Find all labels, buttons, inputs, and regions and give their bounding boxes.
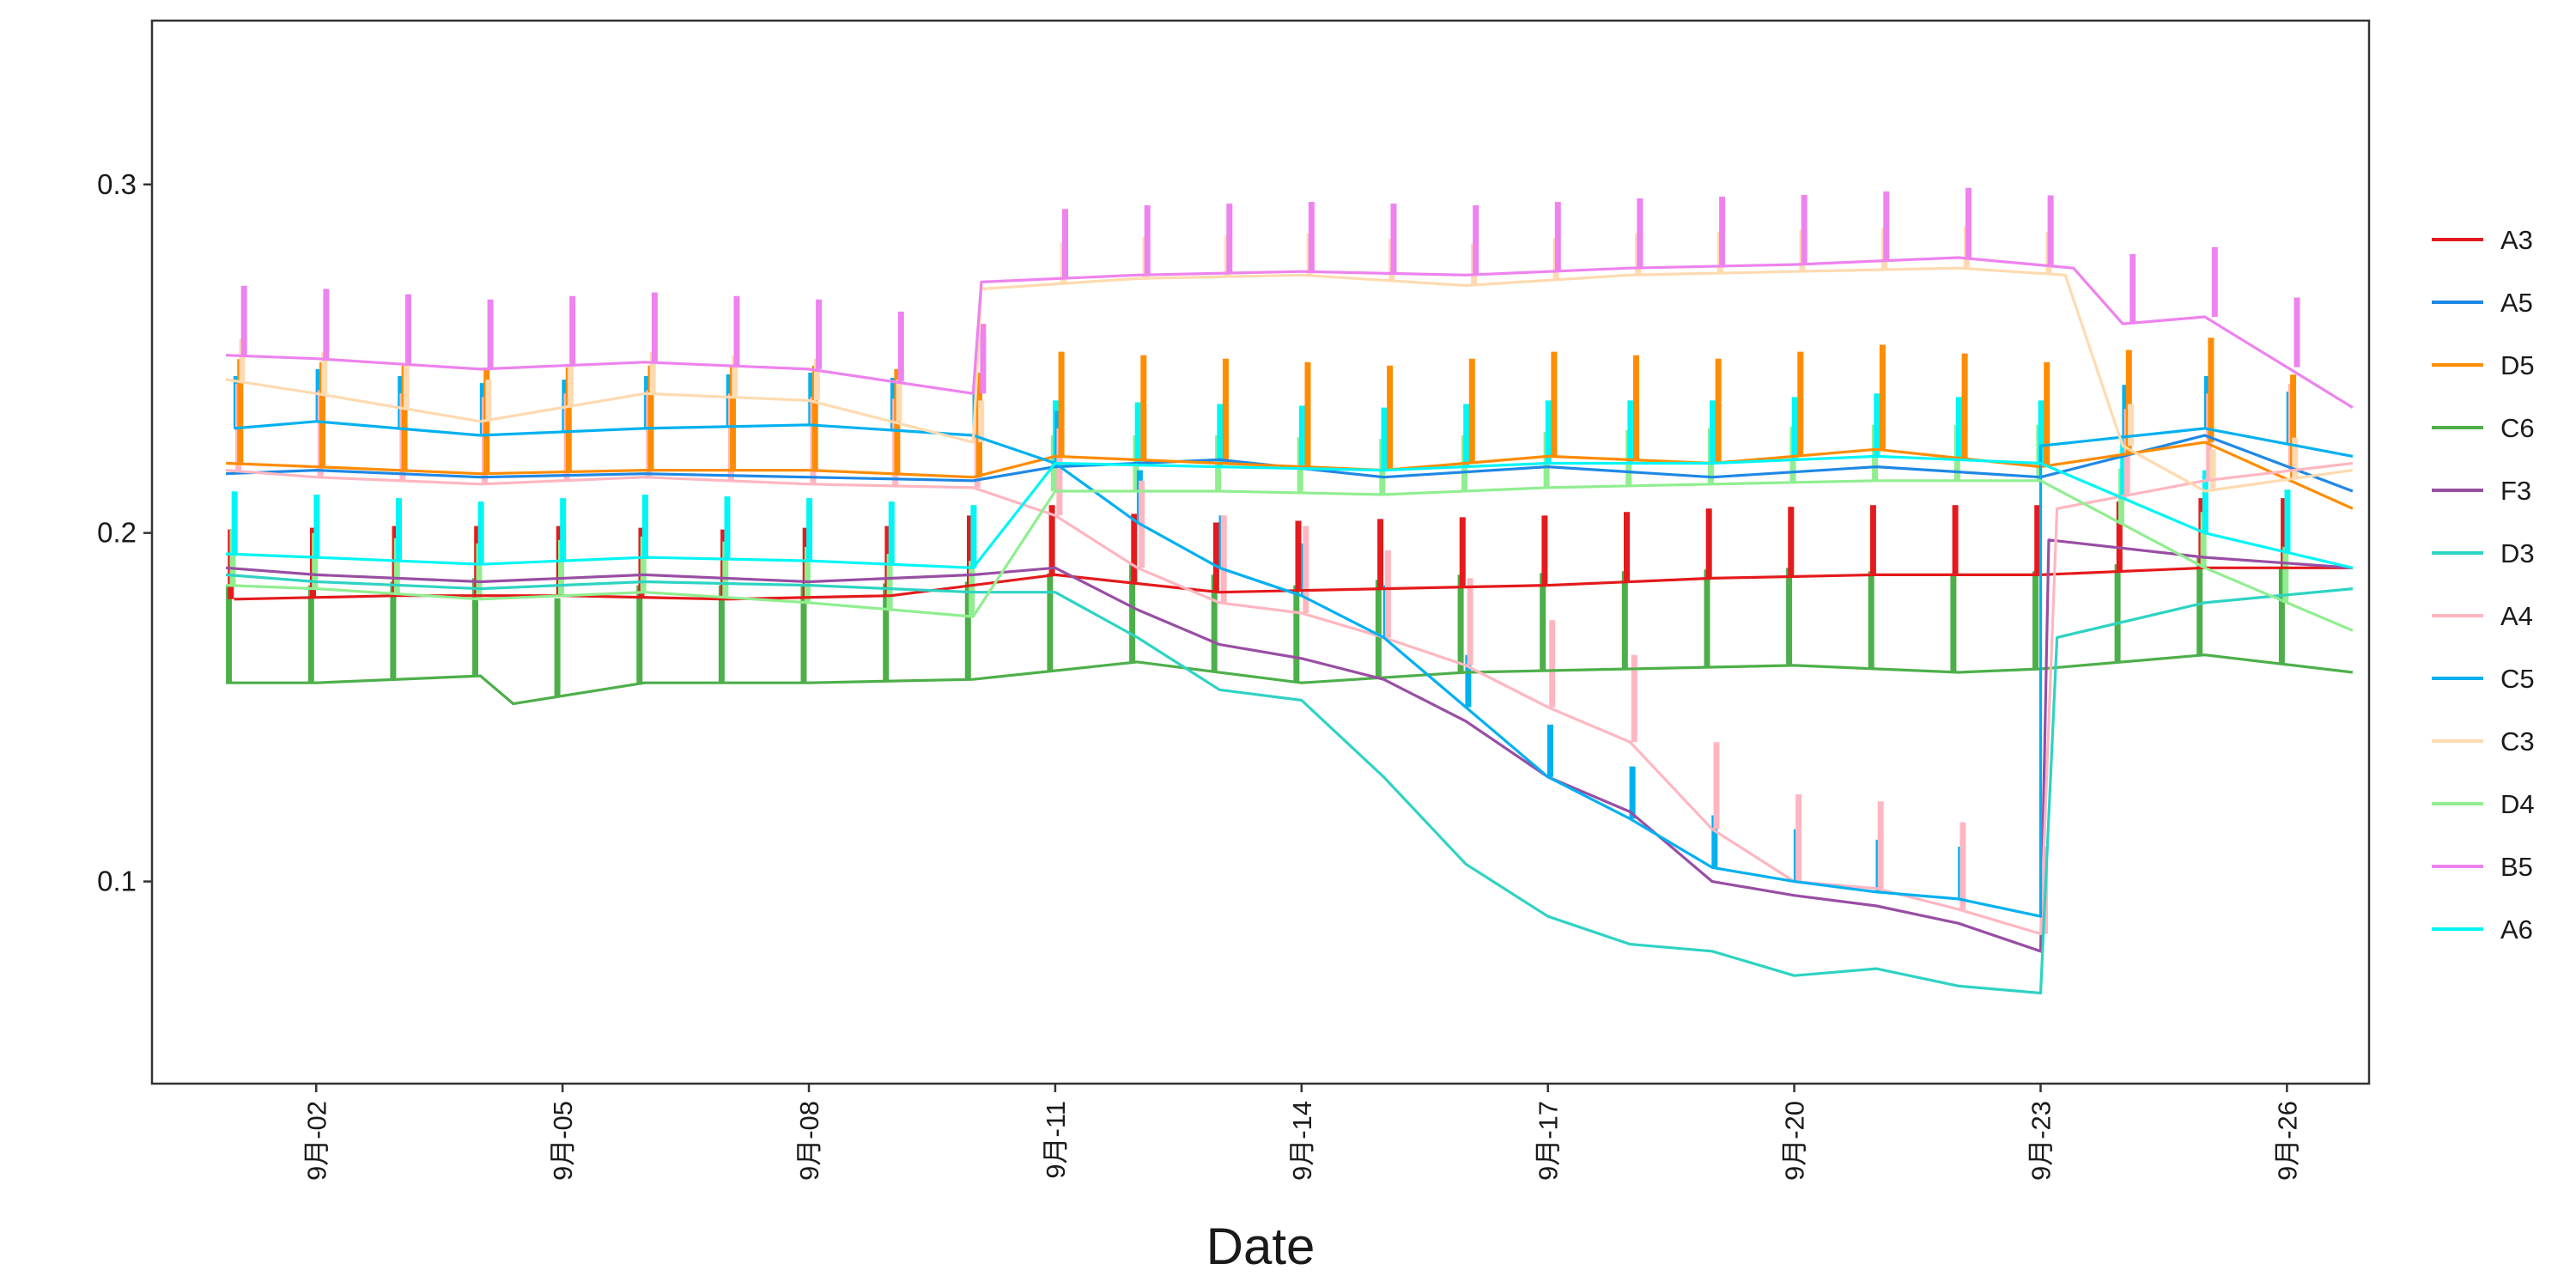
y-axis: 0.1 0.2 0.3 xyxy=(97,168,152,897)
x-axis: 9月-02 9月-05 9月-08 9月-11 9月-14 9月-17 9月-20 9月-23… xyxy=(301,1084,2302,1181)
x-axis-title: Date xyxy=(1206,1218,1315,1275)
series-line-B5 xyxy=(226,256,2354,409)
legend-label-C3: C3 xyxy=(2500,726,2535,756)
series-line-A5 xyxy=(226,434,2354,493)
legend-label-A6: A6 xyxy=(2500,914,2533,945)
series-line-F3 xyxy=(225,538,2354,953)
legend-label-A3: A3 xyxy=(2500,225,2533,255)
legend-label-A4: A4 xyxy=(2500,601,2533,631)
y-tick-label: 0.3 xyxy=(97,168,137,200)
legend: A3 A5 D5 C6 F3 D3 A4 C5 C3 D4 B5 A6 xyxy=(2432,225,2535,945)
x-tick-label: 9月-17 xyxy=(1534,1101,1564,1181)
x-tick-label: 9月-02 xyxy=(301,1101,331,1181)
x-tick-label: 9月-23 xyxy=(2026,1101,2057,1181)
x-tick-label: 9月-05 xyxy=(548,1101,578,1181)
legend-label-F3: F3 xyxy=(2500,476,2531,506)
legend-label-D5: D5 xyxy=(2500,350,2535,380)
x-tick-label: 9月-14 xyxy=(1287,1101,1317,1181)
x-tick-label: 9月-11 xyxy=(1041,1101,1071,1179)
x-tick-label: 9月-20 xyxy=(1780,1101,1810,1181)
y-tick-label: 0.2 xyxy=(97,517,137,549)
y-tick-label: 0.1 xyxy=(97,866,137,897)
legend-label-D4: D4 xyxy=(2500,789,2535,819)
series-line-A6 xyxy=(226,454,2354,569)
series-line-D3 xyxy=(225,573,2354,995)
legend-label-C6: C6 xyxy=(2500,413,2535,443)
legend-label-C5: C5 xyxy=(2500,664,2535,694)
series-line-C5 xyxy=(234,420,2354,918)
series-lines xyxy=(225,256,2354,995)
series-line-D4 xyxy=(226,479,2354,632)
series-line-C6 xyxy=(226,653,2354,706)
x-tick-label: 9月-26 xyxy=(2272,1101,2302,1181)
legend-label-B5: B5 xyxy=(2500,852,2533,882)
series-line-A3 xyxy=(234,566,2353,601)
series-line-A4 xyxy=(225,461,2354,936)
legend-label-A5: A5 xyxy=(2500,288,2533,318)
series-line-C3 xyxy=(225,266,2354,493)
spike-marks xyxy=(226,187,2300,934)
x-tick-label: 9月-08 xyxy=(794,1101,824,1181)
legend-label-D3: D3 xyxy=(2500,538,2535,568)
